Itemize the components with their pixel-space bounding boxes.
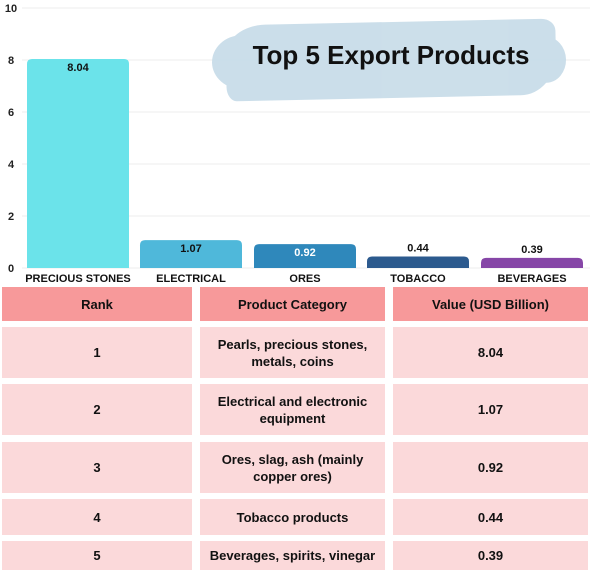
export-products-table: Rank Product Category Value (USD Billion…: [0, 285, 590, 570]
data-label: 8.04: [67, 62, 89, 74]
cell-value: 8.04: [393, 327, 588, 378]
x-tick-label: ORES: [289, 273, 320, 285]
y-tick-label: 4: [8, 159, 15, 171]
cell-value: 0.39: [393, 541, 588, 570]
cell-rank: 4: [2, 499, 192, 535]
bar: [367, 256, 469, 268]
y-tick-label: 0: [8, 263, 14, 275]
header-product-category: Product Category: [200, 287, 385, 321]
cell-category: Ores, slag, ash (mainly copper ores): [200, 442, 385, 493]
x-tick-label: ELECTRICAL: [156, 273, 226, 285]
bar: [481, 257, 583, 268]
y-tick-label: 6: [8, 107, 14, 119]
header-value: Value (USD Billion): [393, 287, 588, 321]
y-tick-label: 8: [8, 55, 14, 67]
bar: [27, 58, 129, 269]
table-row: 4 Tobacco products 0.44: [0, 499, 590, 535]
x-tick-label: TOBACCO: [390, 273, 446, 285]
cell-category: Pearls, precious stones, metals, coins: [200, 327, 385, 378]
table-row: 5 Beverages, spirits, vinegar 0.39: [0, 541, 590, 570]
cell-rank: 3: [2, 442, 192, 493]
cell-category: Beverages, spirits, vinegar: [200, 541, 385, 570]
bar: [140, 240, 242, 268]
table-row: 1 Pearls, precious stones, metals, coins…: [0, 327, 590, 378]
cell-rank: 2: [2, 384, 192, 435]
cell-rank: 5: [2, 541, 192, 570]
table-row: 3 Ores, slag, ash (mainly copper ores) 0…: [0, 442, 590, 493]
header-rank: Rank: [2, 287, 192, 321]
cell-rank: 1: [2, 327, 192, 378]
chart-canvas: 0 2 4 6 8 10 8.04 PRECIOUS STONES 1.07 ELECTRICAL…: [5, 3, 590, 285]
data-label: 0.39: [521, 244, 542, 256]
data-label: 1.07: [180, 243, 201, 255]
bar: [254, 244, 356, 268]
y-tick-label: 2: [8, 211, 14, 223]
chart-title: Top 5 Export Products: [252, 40, 530, 70]
cell-value: 1.07: [393, 384, 588, 435]
cell-category: Tobacco products: [200, 499, 385, 535]
bar-chart: 0 2 4 6 8 10 8.04 PRECIOUS STONES 1.07 ELECTRICAL…: [0, 0, 590, 285]
data-label: 0.44: [407, 243, 429, 255]
table-header-row: Rank Product Category Value (USD Billion…: [0, 287, 590, 321]
x-tick-label: BEVERAGES: [497, 273, 566, 285]
cell-value: 0.92: [393, 442, 588, 493]
table-row: 2 Electrical and electronic equipment 1.…: [0, 384, 590, 435]
cell-category: Electrical and electronic equipment: [200, 384, 385, 435]
x-tick-label: PRECIOUS STONES: [25, 273, 131, 285]
data-label: 0.92: [294, 247, 315, 259]
y-tick-label: 10: [5, 3, 17, 15]
cell-value: 0.44: [393, 499, 588, 535]
